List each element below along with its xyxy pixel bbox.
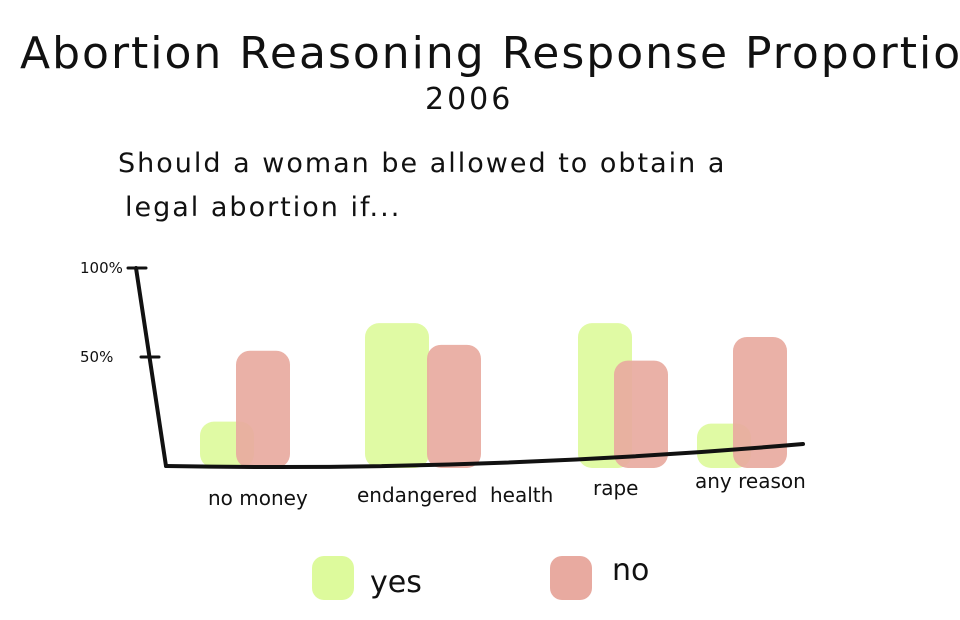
bar-yes-endangered-health xyxy=(365,323,429,468)
legend: yes no xyxy=(312,553,649,600)
bars-layer xyxy=(200,323,787,468)
chart-title: Abortion Reasoning Response Proportion xyxy=(20,28,960,79)
chart-year: 2006 xyxy=(425,82,514,117)
bar-no-endangered-health xyxy=(427,344,481,468)
bar-no-rape xyxy=(614,360,668,468)
x-tick-label-any-reason: any reason xyxy=(695,469,806,493)
x-tick-label-rape: rape xyxy=(593,476,638,500)
legend-swatch-no xyxy=(550,556,592,600)
x-axis xyxy=(164,442,805,470)
y-axis xyxy=(134,266,168,468)
legend-swatch-yes xyxy=(312,556,354,600)
bar-no-any-reason xyxy=(733,336,787,468)
x-tick-label-health: health xyxy=(490,483,553,507)
chart-subtitle-line1: Should a woman be allowed to obtain a xyxy=(118,148,727,179)
bar-no-no-money xyxy=(236,350,290,468)
y-tick-label-100: 100% xyxy=(80,259,123,277)
x-tick-label-endangered: endangered xyxy=(357,483,477,507)
legend-label-yes: yes xyxy=(370,565,422,600)
axes-layer xyxy=(126,266,805,470)
y-tick-label-50: 50% xyxy=(80,348,113,366)
legend-label-no: no xyxy=(612,553,649,588)
labels-layer: 50% 100% no money endangered health rape any r… xyxy=(80,259,806,510)
x-tick-label-no-money: no money xyxy=(208,486,308,510)
chart-subtitle-line2: legal abortion if... xyxy=(125,192,402,223)
